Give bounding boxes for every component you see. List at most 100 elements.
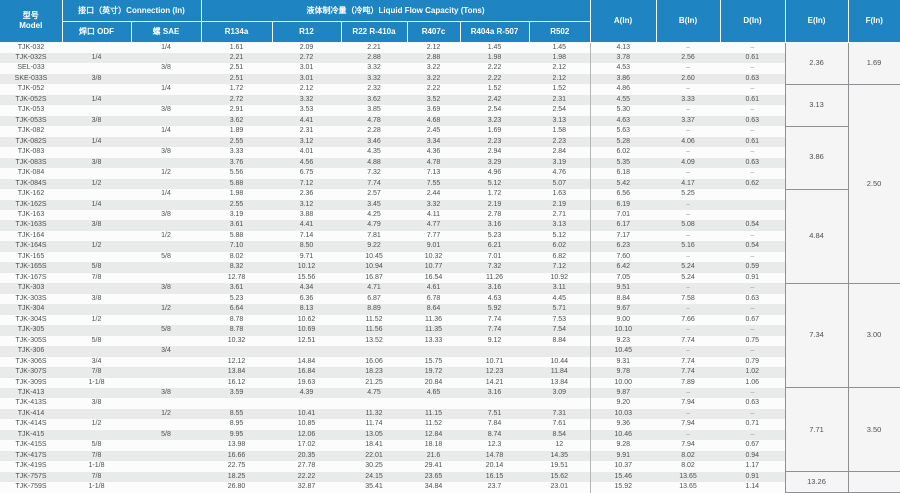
cell-dim-a: 9.36 — [589, 419, 657, 430]
header-refrigerant-r134a: R134a — [201, 21, 273, 43]
cell-capacity: 2.12 — [299, 85, 314, 93]
cell-sae — [131, 451, 201, 461]
cell-model: TJK-415 — [17, 430, 45, 438]
header-dim-d: D(In) — [720, 0, 786, 43]
cell-capacity: 14.78 — [485, 451, 504, 459]
cell-capacity: 26.80 — [227, 483, 246, 491]
cell-capacity: 20.14 — [485, 462, 504, 470]
table-row: TJK-307S 7/8 13.84 16.84 18.23 19.72 12.23 11.8… — [0, 367, 900, 378]
cell-dim-e: 4.84 — [784, 188, 849, 284]
cell-capacity: 3.32 — [367, 74, 381, 82]
table-row: TJK-163 3/8 3.19 3.88 4.25 4.11 2.78 2.71 7.01 – — [0, 210, 900, 221]
cell-capacity: 16.12 — [227, 378, 246, 386]
cell-model: TJK-413 — [17, 388, 45, 396]
cell-sae: 3/4 — [161, 347, 171, 355]
cell-odf — [62, 84, 131, 94]
cell-dim-a: 5.28 — [589, 136, 657, 148]
header-model: 型号 Model — [0, 0, 63, 43]
cell-model: TJK-419S — [15, 462, 47, 470]
cell-dim-d: 1.17 — [745, 462, 760, 470]
cell-model: TJK-759S — [15, 483, 47, 491]
cell-dim-d — [720, 189, 785, 199]
cell-dim-a: 9.23 — [589, 335, 657, 347]
cell-dim-d: 0.91 — [745, 273, 760, 281]
cell-capacity: 8.95 — [229, 420, 244, 428]
cell-capacity: 2.88 — [426, 53, 441, 61]
cell-capacity: 2.55 — [229, 200, 244, 208]
cell-capacity: 12 — [555, 441, 564, 449]
cell-capacity: 3.69 — [426, 106, 441, 114]
cell-capacity: 3.01 — [299, 74, 314, 82]
cell-capacity: 8.78 — [229, 315, 244, 323]
cell-capacity: 3.88 — [299, 211, 314, 218]
cell-dim-b: 3.33 — [681, 95, 695, 103]
cell-capacity: 10.41 — [297, 409, 316, 417]
cell-odf — [62, 388, 131, 398]
cell-capacity: 2.21 — [367, 43, 381, 51]
cell-capacity: 4.39 — [299, 388, 314, 396]
cell-dim-d: 0.54 — [745, 221, 760, 229]
cell-capacity — [460, 398, 529, 408]
cell-dim-b: 5.16 — [681, 242, 695, 250]
cell-odf — [62, 430, 131, 440]
cell-capacity: 10.45 — [365, 252, 383, 260]
cell-capacity: 3.85 — [367, 106, 381, 114]
cell-capacity: 7.10 — [229, 242, 244, 250]
cell-sae: 1/2 — [161, 305, 171, 313]
cell-model: TJK-167S — [15, 273, 47, 281]
cell-odf — [62, 346, 131, 356]
cell-capacity: 4.41 — [299, 221, 314, 229]
cell-model: TJK-164S — [15, 242, 47, 250]
cell-sae — [131, 440, 201, 450]
cell-capacity: 10.32 — [424, 252, 443, 260]
cell-capacity: 14.84 — [297, 357, 316, 365]
cell-sae — [131, 357, 201, 367]
cell-capacity: 2.42 — [487, 95, 502, 103]
cell-capacity: 7.74 — [487, 326, 502, 334]
cell-sae — [131, 241, 201, 251]
cell-dim-b: 13.65 — [679, 483, 697, 491]
cell-capacity: 3.11 — [552, 284, 566, 292]
header-dim-e: E(In) — [785, 0, 849, 43]
cell-dim-f: 1.69 — [847, 41, 900, 85]
cell-capacity — [407, 346, 460, 356]
cell-capacity: 7.61 — [552, 420, 567, 428]
cell-dim-d: – — [750, 388, 755, 396]
cell-dim-a: 7.05 — [589, 272, 657, 284]
cell-capacity: 8.50 — [299, 242, 314, 250]
cell-dim-b: 4.09 — [681, 158, 695, 166]
cell-capacity: 3.52 — [426, 95, 441, 103]
cell-capacity: 4.65 — [426, 388, 441, 396]
cell-capacity: 6.64 — [229, 305, 244, 313]
cell-capacity: 8.13 — [299, 305, 314, 313]
cell-dim-b: 5.08 — [681, 221, 695, 229]
cell-capacity: 4.76 — [552, 169, 567, 177]
cell-dim-b: – — [686, 252, 690, 260]
cell-dim-d: – — [750, 326, 755, 334]
cell-capacity: 3.13 — [552, 116, 567, 124]
cell-capacity: 1.69 — [487, 127, 502, 135]
cell-dim-a: 10.00 — [589, 377, 657, 388]
cell-dim-a: 6.42 — [589, 262, 657, 273]
cell-capacity: 11.32 — [365, 409, 383, 417]
cell-dim-e: 2.36 — [784, 41, 849, 85]
cell-capacity: 2.51 — [229, 64, 244, 72]
cell-dim-a: 7.17 — [589, 230, 657, 242]
cell-sae — [131, 367, 201, 377]
cell-capacity: 3.33 — [229, 148, 244, 156]
cell-model: TJK-413S — [15, 399, 47, 407]
cell-odf: 3/8 — [91, 74, 102, 82]
cell-capacity: 2.94 — [487, 148, 502, 156]
cell-dim-b: – — [686, 211, 690, 218]
cell-capacity: 10.62 — [297, 315, 316, 323]
cell-dim-a: 6.23 — [589, 241, 657, 252]
cell-odf: 5/8 — [91, 336, 102, 344]
cell-odf — [62, 283, 131, 293]
cell-capacity: 7.55 — [426, 179, 441, 187]
cell-capacity: 2.28 — [367, 127, 381, 135]
cell-model: TJK-307S — [15, 368, 47, 376]
cell-capacity: 4.41 — [299, 116, 314, 124]
cell-dim-d: 0.71 — [745, 420, 760, 428]
cell-capacity: 19.51 — [550, 462, 569, 470]
cell-sae — [131, 273, 201, 283]
